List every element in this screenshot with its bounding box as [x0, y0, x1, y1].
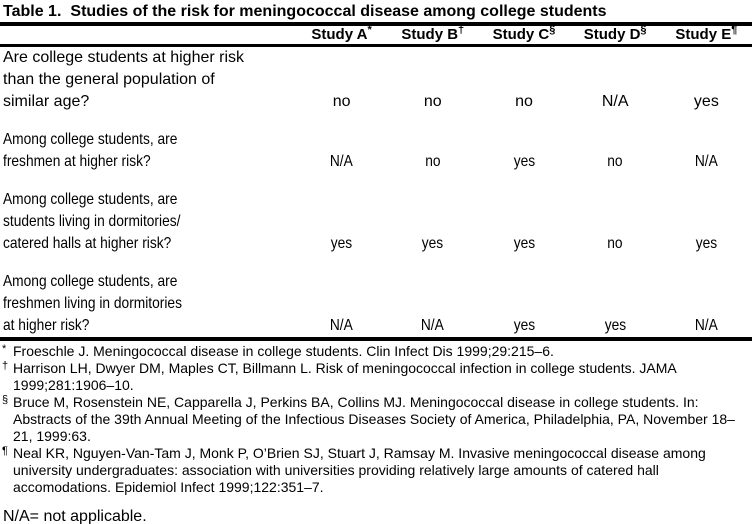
table-row: Among college students, are freshmen at … [0, 113, 752, 173]
footnote-marker: § [2, 394, 9, 406]
answer-cell: yes [693, 93, 719, 110]
footnote-text: Bruce M, Rosenstein NE, Capparella J, Pe… [13, 394, 735, 444]
column-header-study-c: Study C§ [492, 24, 556, 44]
answer-cell: yes [695, 235, 718, 252]
footnote-text: Harrison LH, Dwyer DM, Maples CT, Billma… [13, 360, 676, 393]
answer-cell: yes [513, 235, 535, 252]
answer-cell: no [515, 93, 533, 110]
answer-cell: N/A [421, 317, 445, 334]
footnote-marker: ¶ [2, 445, 8, 457]
answer-cell: no [332, 93, 351, 110]
na-definition-note: N/A= not applicable. [3, 508, 147, 524]
footnote-ref: † [458, 24, 465, 36]
question-column-header [0, 24, 296, 46]
answer-cell: no [607, 235, 623, 252]
answer-cell: yes [513, 317, 535, 334]
footnote-ref: § [640, 24, 647, 36]
question-cell: Are college students at higher risk than… [3, 49, 245, 110]
answer-cell: N/A [694, 317, 718, 334]
footnotes-section: * Froeschle J. Meningococcal disease in c… [0, 343, 752, 496]
footnote-marker: * [2, 343, 7, 355]
column-header-study-a: Study A* [311, 24, 372, 44]
answer-cell: yes [422, 235, 444, 252]
footnote: † Harrison LH, Dwyer DM, Maples CT, Billm… [0, 360, 752, 394]
answer-cell: N/A [330, 317, 354, 334]
answer-cell: N/A [330, 153, 354, 170]
answer-cell: N/A [601, 93, 629, 110]
footnote: * Froeschle J. Meningococcal disease in c… [0, 343, 752, 360]
answer-cell: yes [513, 153, 535, 170]
question-cell: Among college students, are freshmen liv… [3, 273, 182, 334]
footnote-ref: ¶ [731, 24, 738, 36]
column-header-study-b: Study B† [401, 24, 465, 44]
footnote-ref: * [367, 24, 372, 36]
studies-table: Study A* Study B† Study C§ Study D§ Stud… [0, 22, 752, 341]
footnote-ref: § [549, 24, 556, 36]
table-row: Among college students, are freshmen liv… [0, 255, 752, 339]
answer-cell: yes [330, 235, 353, 252]
footnote: ¶ Neal KR, Nguyen-Van-Tam J, Monk P, O’Br… [0, 445, 752, 496]
table-header-row: Study A* Study B† Study C§ Study D§ Stud… [0, 24, 752, 46]
answer-cell: no [425, 153, 441, 170]
answer-cell: yes [604, 317, 626, 334]
question-cell: Among college students, are students liv… [3, 191, 181, 252]
answer-cell: N/A [694, 153, 718, 170]
footnote-text: Froeschle J. Meningococcal disease in co… [13, 343, 554, 359]
table-row: Are college students at higher risk than… [0, 46, 752, 114]
table-number: Table 1. [3, 3, 62, 20]
footnote: § Bruce M, Rosenstein NE, Capparella J, P… [0, 394, 752, 445]
table-title: Table 1. Studies of the risk for meningoc… [0, 0, 752, 22]
column-header-study-e: Study E¶ [675, 24, 738, 44]
table-title-text: Studies of the risk for meningococcal di… [70, 3, 607, 20]
answer-cell: no [607, 153, 623, 170]
answer-cell: no [423, 93, 442, 110]
table-row: Among college students, are students liv… [0, 173, 752, 255]
footnote-text: Neal KR, Nguyen-Van-Tam J, Monk P, O’Bri… [13, 445, 706, 495]
footnote-marker: † [2, 360, 9, 372]
question-cell: Among college students, are freshmen at … [3, 131, 178, 170]
column-header-study-d: Study D§ [583, 24, 647, 44]
